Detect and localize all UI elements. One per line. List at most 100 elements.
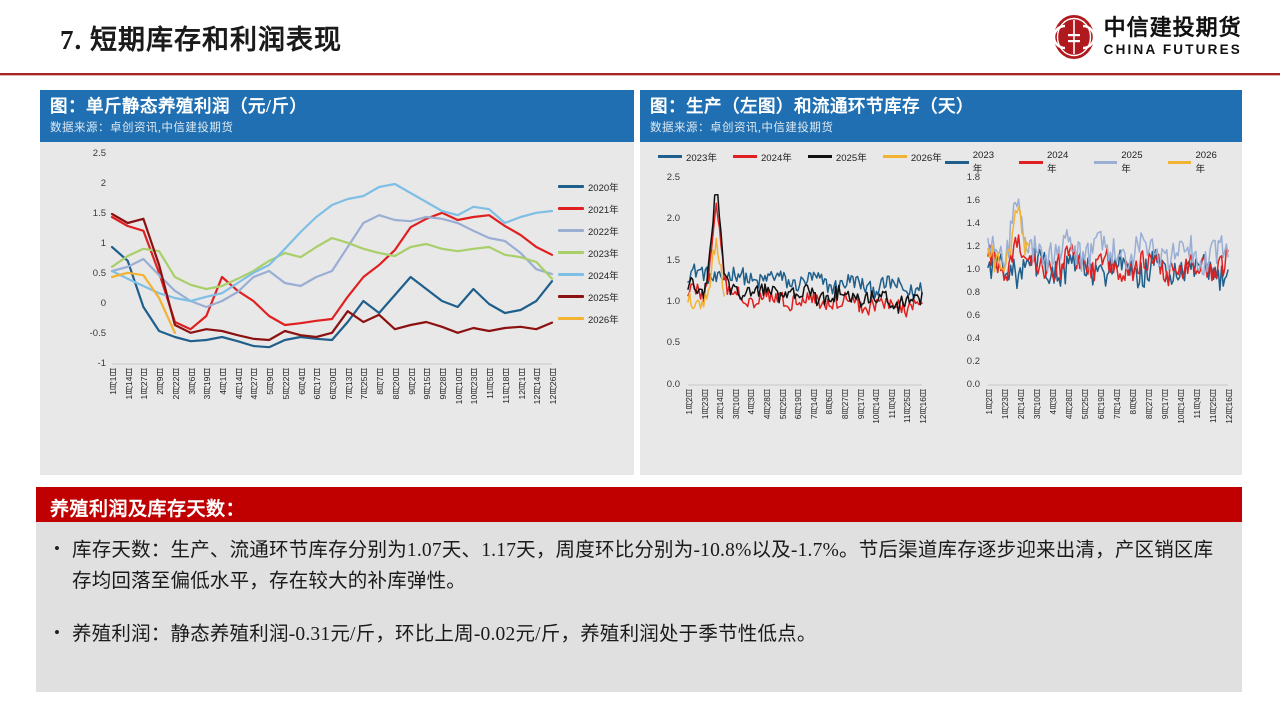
axis-tick-label: 4月3日 <box>747 388 757 415</box>
legend-swatch <box>558 317 584 321</box>
legend-item-2026年[interactable]: 2026年 <box>558 312 619 326</box>
legend-label: 2023年 <box>588 248 619 260</box>
axis-tick-label: -0.5 <box>89 327 106 339</box>
axis-tick-label: 10月14日 <box>872 388 882 424</box>
legend-swatch <box>558 207 584 211</box>
panel-header-profit: 图：单斤静态养殖利润（元/斤） 数据来源：卓创资讯,中信建投期货 <box>40 90 634 142</box>
legend-label: 2023年 <box>686 152 717 164</box>
axis-tick-label: 1.5 <box>666 254 680 266</box>
legend-swatch <box>732 155 757 159</box>
axis-tick-label: 3月10日 <box>1033 388 1042 419</box>
axis-tick-label: 6月19日 <box>794 388 804 419</box>
legend-label: 2024年 <box>588 270 619 282</box>
legend-swatch <box>1167 160 1192 164</box>
brand-text: 中信建投期货 CHINA FUTURES <box>1104 17 1242 57</box>
axis-tick-label: 8月6日 <box>825 388 835 415</box>
axis-tick-label: 0.5 <box>92 267 106 279</box>
axis-tick-label: 1月2日 <box>685 388 694 415</box>
note-header-title: 养殖利润及库存天数： <box>50 499 246 520</box>
axis-tick-label: 2.0 <box>666 213 680 225</box>
legend-label: 2023年 <box>972 149 995 175</box>
panel-title-inventory: 图：生产（左图）和流通环节库存（天） <box>650 96 974 116</box>
axis-tick-label: -1 <box>97 357 106 369</box>
axis-tick-label: 0.4 <box>966 332 980 344</box>
bullet-icon: • <box>54 622 60 642</box>
legend-swatch <box>807 155 832 159</box>
axis-tick-label: 0.8 <box>966 286 980 298</box>
axis-tick-label: 3月19日 <box>202 367 213 400</box>
note-header-bar: 养殖利润及库存天数： <box>36 487 1242 522</box>
axis-tick-label: 0.6 <box>966 309 980 321</box>
axis-tick-label: 12月1日 <box>516 367 527 400</box>
axis-tick-label: 11月18日 <box>500 367 511 404</box>
legend-swatch <box>1019 160 1043 164</box>
page-header: 7. 短期库存和利润表现 中信建投期货 CHINA FUTURES <box>0 0 1280 76</box>
axis-tick-label: 4月3日 <box>1049 388 1058 415</box>
axis-tick-label: 10月10日 <box>453 367 464 405</box>
legend-label: 2021年 <box>588 204 619 216</box>
axis-tick-label: 10月23日 <box>469 367 480 405</box>
axis-tick-label: 1.2 <box>966 240 980 252</box>
page-title: 7. 短期库存和利润表现 <box>60 25 342 55</box>
axis-tick-label: 5月22日 <box>280 367 291 400</box>
legend-label: 2024年 <box>760 152 792 164</box>
axis-tick-label: 4月1日 <box>218 367 228 395</box>
axis-tick-label: 2月14日 <box>1017 388 1026 419</box>
axis-tick-label: 2 <box>100 177 106 189</box>
legend-item-2022年[interactable]: 2022年 <box>558 224 619 238</box>
legend-label: 2026年 <box>910 152 942 164</box>
legend-item-2021年[interactable]: 2021年 <box>558 202 619 216</box>
axis-tick-label: 11月25日 <box>903 388 913 423</box>
legend-swatch <box>658 155 682 159</box>
legend-item-2025年[interactable]: 2025年 <box>807 150 867 164</box>
legend-swatch <box>945 160 969 164</box>
axis-tick-label: 5月25日 <box>778 388 788 419</box>
legend-item-2026年[interactable]: 2026年 <box>1167 150 1226 175</box>
legend-item-2026年[interactable]: 2026年 <box>882 150 942 164</box>
legend-label: 2022年 <box>588 226 619 238</box>
header-divider <box>0 73 1280 75</box>
axis-tick-label: 2.5 <box>92 147 106 159</box>
legend-item-2020年[interactable]: 2020年 <box>558 180 619 194</box>
axis-tick-label: 6月19日 <box>1097 388 1106 419</box>
axis-tick-label: 6月17日 <box>312 367 323 400</box>
production-inventory-chart <box>687 193 923 386</box>
header-divider-light <box>0 75 1280 76</box>
legend-item-2024年[interactable]: 2024年 <box>1019 150 1077 175</box>
axis-tick-label: 7月14日 <box>1113 388 1122 419</box>
chart-panel-profit: 图：单斤静态养殖利润（元/斤） 数据来源：卓创资讯,中信建投期货 2.5 2 1.5… <box>40 90 634 475</box>
legend-item-2023年[interactable]: 2023年 <box>658 150 717 164</box>
legend-item-2025年[interactable]: 2025年 <box>1093 150 1152 175</box>
axis-tick-label: 8月6日 <box>1129 388 1138 415</box>
circulation-inventory-chart <box>987 198 1229 386</box>
legend-item-2024年[interactable]: 2024年 <box>732 150 792 164</box>
axis-tick-label: 1.8 <box>966 171 980 183</box>
axis-tick-label: 8月7日 <box>375 367 386 395</box>
chart-body-inventory: 2023年 2024年 2025年 2026年 2023年 2024年 2025年 2026… <box>640 141 1242 475</box>
legend-item-2024年[interactable]: 2024年 <box>558 268 619 282</box>
axis-tick-label: 0.0 <box>966 378 980 390</box>
brand-name-en: CHINA FUTURES <box>1103 42 1242 58</box>
axis-tick-label: 1月14日 <box>123 367 134 400</box>
note-text-1: 库存天数：生产、流通环节库存分别为1.07天、1.17天，周度环比分别为-10.… <box>72 540 1214 592</box>
axis-tick-label: 12月16日 <box>1225 388 1234 424</box>
legend-label: 2025年 <box>835 152 867 164</box>
axis-tick-label: 6月30日 <box>328 367 338 400</box>
axis-tick-label: 3月6日 <box>186 367 197 395</box>
profit-line-chart <box>110 182 554 365</box>
axis-tick-label: 1月23日 <box>1001 388 1010 419</box>
legend-item-2023年[interactable]: 2023年 <box>945 150 1003 175</box>
axis-tick-label: 9月17日 <box>1161 388 1170 419</box>
axis-tick-label: 1月2日 <box>985 388 994 415</box>
legend-swatch <box>558 251 584 255</box>
legend-item-2025年[interactable]: 2025年 <box>558 290 619 304</box>
axis-tick-label: 0.0 <box>666 378 680 390</box>
axis-tick-label: 2月14日 <box>716 388 726 419</box>
legend-label: 2020年 <box>588 182 619 194</box>
legend-label: 2024年 <box>1046 149 1069 175</box>
bullet-icon: • <box>54 539 60 558</box>
axis-tick-label: 11月4日 <box>1193 388 1202 419</box>
axis-tick-label: 10月14日 <box>1177 388 1186 424</box>
axis-tick-label: 4月28日 <box>763 388 772 419</box>
legend-item-2023年[interactable]: 2023年 <box>558 246 619 260</box>
